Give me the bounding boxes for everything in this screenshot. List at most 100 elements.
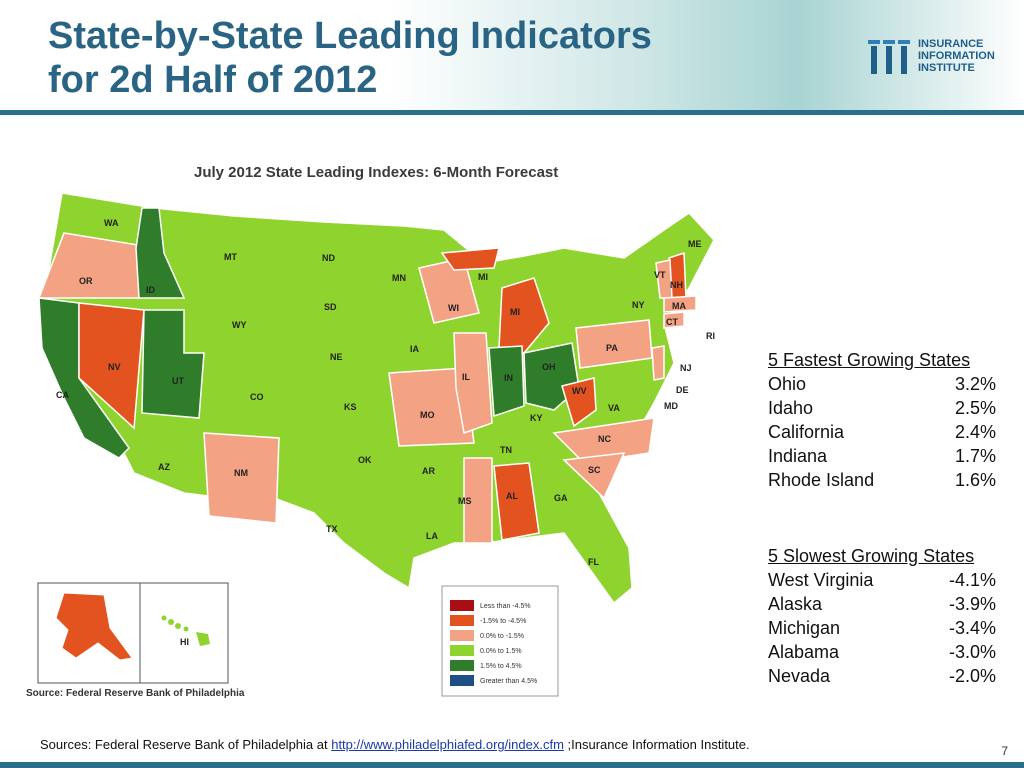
state-label: SD bbox=[324, 302, 337, 312]
state-nj-shape bbox=[651, 345, 665, 381]
legend-label: Greater than 4.5% bbox=[480, 678, 537, 685]
state-label: NH bbox=[670, 280, 683, 290]
growth-value: 2.4% bbox=[954, 422, 996, 442]
state-name: Alabama bbox=[768, 642, 840, 662]
growth-value: 3.2% bbox=[954, 374, 996, 394]
logo-text: INSURANCE INFORMATION INSTITUTE bbox=[918, 38, 995, 74]
fastest-row: Rhode Island 1.6% bbox=[768, 468, 1004, 492]
state-label: AR bbox=[422, 466, 435, 476]
growth-value: -4.1% bbox=[948, 570, 996, 590]
header-band bbox=[0, 0, 1024, 112]
state-ms-shape bbox=[463, 457, 493, 544]
legend-swatch bbox=[450, 675, 474, 686]
growth-value: -2.0% bbox=[948, 666, 996, 686]
fastest-heading: 5 Fastest Growing States bbox=[768, 350, 971, 370]
page-number: 7 bbox=[1001, 744, 1008, 758]
state-nc-shape bbox=[552, 417, 655, 464]
growth-value: -3.4% bbox=[948, 618, 996, 638]
state-label: OK bbox=[358, 455, 372, 465]
state-label: KY bbox=[530, 413, 543, 423]
state-labels: WA OR ID MT ND SD WY NV UT CA CO NE KS M… bbox=[56, 218, 715, 647]
state-hi-shapes bbox=[161, 615, 210, 646]
state-label: KS bbox=[344, 402, 357, 412]
slide-title: State-by-State Leading Indicators for 2d… bbox=[48, 14, 652, 102]
state-name: Nevada bbox=[768, 666, 831, 686]
logo-line-2: INFORMATION bbox=[918, 50, 995, 62]
state-ma-shape bbox=[663, 295, 697, 313]
fastest-row: California 2.4% bbox=[768, 420, 1004, 444]
state-label: WA bbox=[104, 218, 119, 228]
state-name: Michigan bbox=[768, 618, 841, 638]
state-ak-shape bbox=[55, 592, 133, 661]
state-label: IA bbox=[410, 344, 420, 354]
logo-line-1: INSURANCE bbox=[918, 38, 984, 50]
state-label: VT bbox=[654, 270, 666, 280]
state-label: CO bbox=[250, 392, 264, 402]
state-label: NC bbox=[598, 434, 611, 444]
slowest-row: Nevada -2.0% bbox=[768, 664, 1004, 688]
state-label: NM bbox=[234, 468, 248, 478]
state-label: ME bbox=[688, 239, 702, 249]
title-line-2: for 2d Half of 2012 bbox=[48, 59, 378, 101]
slowest-row: Michigan -3.4% bbox=[768, 616, 1004, 640]
fastest-row: Idaho 2.5% bbox=[768, 396, 1004, 420]
state-name: Idaho bbox=[768, 398, 814, 418]
state-label: WV bbox=[572, 386, 587, 396]
fastest-growing-panel: 5 Fastest Growing States Ohio 3.2% Idaho 2… bbox=[768, 348, 1004, 492]
state-nm-shape bbox=[203, 432, 280, 524]
state-label: MT bbox=[224, 252, 237, 262]
state-label: IN bbox=[504, 373, 513, 383]
state-label: NJ bbox=[680, 363, 692, 373]
header-divider bbox=[0, 110, 1024, 115]
state-label: ID bbox=[146, 285, 156, 295]
state-label: NV bbox=[108, 362, 121, 372]
growth-value: -3.9% bbox=[948, 594, 996, 614]
sources-prefix: Sources: Federal Reserve Bank of Philade… bbox=[40, 737, 332, 752]
state-label: PA bbox=[606, 343, 618, 353]
legend-swatch bbox=[450, 615, 474, 626]
state-label: MA bbox=[672, 301, 686, 311]
state-name: California bbox=[768, 422, 845, 442]
slowest-row: Alabama -3.0% bbox=[768, 640, 1004, 664]
state-label: OR bbox=[79, 276, 93, 286]
source-link[interactable]: http://www.philadelphiafed.org/index.cfm bbox=[331, 737, 564, 752]
state-mi-upper-shape bbox=[440, 247, 500, 271]
map-panel: WA OR ID MT ND SD WY NV UT CA CO NE KS M… bbox=[24, 148, 744, 704]
state-name: Indiana bbox=[768, 446, 828, 466]
state-label: MD bbox=[664, 401, 678, 411]
state-name: Alaska bbox=[768, 594, 823, 614]
state-label: CA bbox=[56, 390, 69, 400]
state-label: MN bbox=[392, 273, 406, 283]
state-label: CT bbox=[666, 317, 678, 327]
growth-value: 2.5% bbox=[954, 398, 996, 418]
state-label: TX bbox=[326, 524, 338, 534]
state-label: AL bbox=[506, 491, 518, 501]
state-id-shape bbox=[135, 207, 186, 299]
state-il-shape bbox=[453, 332, 493, 435]
state-label: NY bbox=[632, 300, 645, 310]
state-label: NE bbox=[330, 352, 343, 362]
footer-bar bbox=[0, 762, 1024, 768]
inset-box bbox=[37, 582, 229, 684]
legend: Less than -4.5% -1.5% to -4.5% 0.0% to -… bbox=[450, 600, 537, 686]
state-label: ND bbox=[322, 253, 335, 263]
iii-logo-mark bbox=[868, 40, 910, 74]
fastest-row: Ohio 3.2% bbox=[768, 372, 1004, 396]
map-title: July 2012 State Leading Indexes: 6-Month… bbox=[194, 164, 559, 181]
logo-line-3: INSTITUTE bbox=[918, 62, 975, 74]
slowest-growing-panel: 5 Slowest Growing States West Virginia -4… bbox=[768, 544, 1004, 688]
state-name: West Virginia bbox=[768, 570, 874, 590]
state-label: SC bbox=[588, 465, 601, 475]
state-label: UT bbox=[172, 376, 184, 386]
legend-swatch bbox=[450, 645, 474, 656]
legend-label: 0.0% to -1.5% bbox=[480, 633, 524, 640]
title-line-1: State-by-State Leading Indicators bbox=[48, 15, 652, 57]
state-label: LA bbox=[426, 531, 438, 541]
iii-logo: INSURANCE INFORMATION INSTITUTE bbox=[866, 36, 1016, 80]
state-label: FL bbox=[588, 557, 599, 567]
state-label: MI bbox=[478, 272, 488, 282]
state-label: WY bbox=[232, 320, 247, 330]
state-ct-shape bbox=[663, 311, 685, 329]
legend-label: 0.0% to 1.5% bbox=[480, 648, 522, 655]
state-nv-shape bbox=[78, 302, 145, 430]
